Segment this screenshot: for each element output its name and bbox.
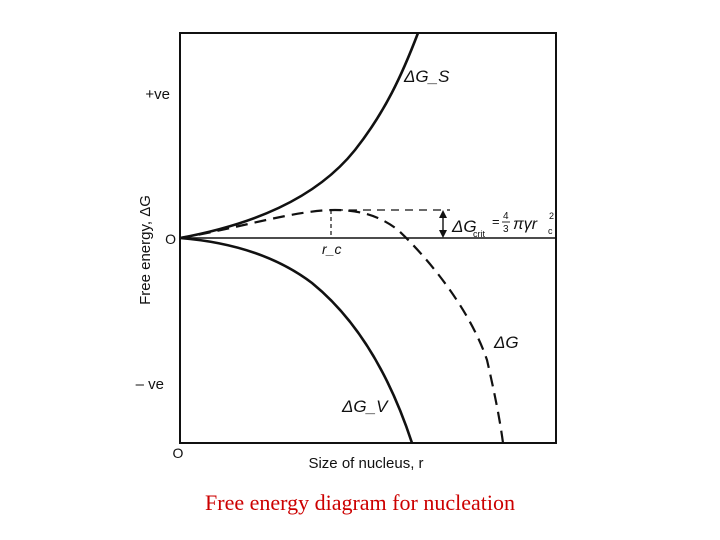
- barrier-formula-den: 3: [503, 224, 509, 235]
- barrier-formula-pi-gamma-r: πγr: [513, 216, 538, 233]
- volume-energy-curve: [179, 236, 414, 444]
- volume-curve-label: ΔG_V: [341, 397, 389, 416]
- barrier-arrow-up-head: [439, 210, 447, 218]
- total-curve-label: ΔG: [493, 333, 519, 352]
- surface-energy-curve: [179, 32, 420, 240]
- y-axis-label: Free energy, ΔG: [137, 195, 154, 305]
- surface-curve-label-text: ΔG_S: [403, 67, 450, 86]
- total-curve-label-text: ΔG: [493, 333, 519, 352]
- critical-radius-label: r_c: [322, 241, 341, 257]
- y-tick-negative-label: – ve: [136, 376, 164, 393]
- y-tick-positive-label: +ve: [145, 86, 170, 103]
- y-tick-zero-label: O: [165, 231, 176, 247]
- barrier-formula-num: 4: [503, 211, 509, 222]
- volume-curve-label-text: ΔG_V: [341, 397, 389, 416]
- barrier-formula-sup: 2: [549, 211, 554, 221]
- surface-curve-label: ΔG_S: [403, 67, 450, 86]
- x-axis-label: Size of nucleus, r: [308, 455, 423, 472]
- barrier-arrow-down-head: [439, 230, 447, 238]
- barrier-formula-delta-g: ΔG: [451, 217, 477, 236]
- x-origin-label: O: [173, 445, 184, 461]
- barrier-formula-sub-c: c: [548, 226, 553, 236]
- barrier-formula-sub: crit: [473, 229, 485, 239]
- total-energy-curve: [179, 208, 505, 444]
- barrier-formula-label: ΔG crit = 4 3 πγr 2 c: [451, 211, 554, 239]
- figure-caption: Free energy diagram for nucleation: [205, 490, 515, 515]
- barrier-formula-eq: =: [492, 214, 500, 229]
